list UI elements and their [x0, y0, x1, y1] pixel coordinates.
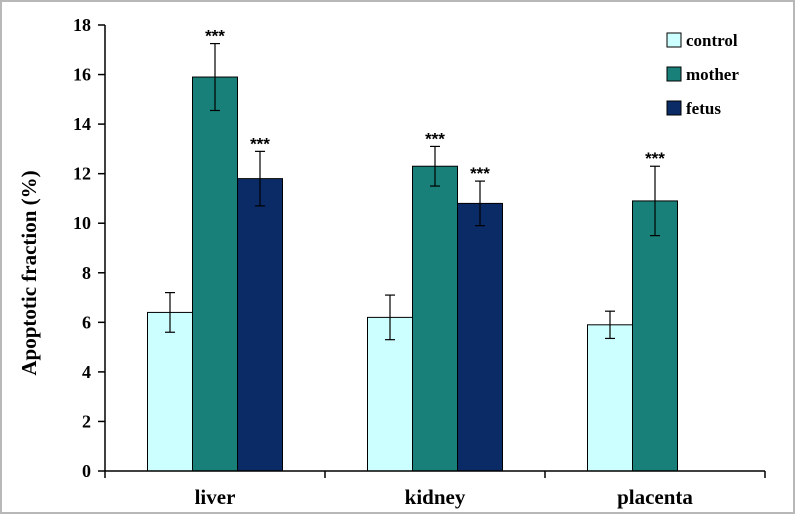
- y-axis-title: Apoptotic fraction (%): [17, 170, 41, 375]
- legend: control mother fetus: [666, 31, 739, 118]
- x-category-label: kidney: [405, 485, 466, 509]
- bar-mother: [412, 165, 458, 472]
- x-category-label: liver: [195, 485, 236, 509]
- significance-marker: ***: [470, 164, 490, 183]
- bar-fetus: [237, 178, 283, 472]
- significance-marker: ***: [205, 27, 225, 46]
- y-tick-label: 6: [82, 312, 91, 332]
- legend-label-fetus: fetus: [686, 99, 721, 118]
- bar-control: [587, 324, 633, 472]
- y-tick-label: 4: [82, 362, 91, 382]
- y-tick-label: 8: [82, 263, 91, 283]
- significance-marker: ***: [425, 129, 445, 148]
- bar-mother: [632, 200, 678, 472]
- bar-mother: [192, 76, 238, 472]
- bar-control: [147, 311, 193, 472]
- y-tick-label: 0: [82, 461, 91, 481]
- x-category-label: placenta: [617, 485, 693, 509]
- y-tick-label: 14: [73, 114, 91, 134]
- legend-swatch-mother: [666, 66, 682, 82]
- y-tick-label: 16: [73, 65, 91, 85]
- significance-marker: ***: [250, 134, 270, 153]
- legend-label-mother: mother: [686, 65, 739, 84]
- legend-swatch-control: [666, 32, 682, 48]
- y-tick-label: 10: [73, 213, 91, 233]
- significance-marker: ***: [645, 149, 665, 168]
- bar-control: [367, 316, 413, 472]
- y-tick-label: 2: [82, 411, 91, 431]
- axes: Apoptotic fraction (%): [17, 25, 765, 472]
- y-tick-label: 18: [73, 15, 91, 35]
- legend-label-control: control: [686, 31, 738, 50]
- legend-swatch-fetus: [666, 100, 682, 116]
- bar-fetus: [457, 202, 503, 472]
- y-tick-label: 12: [73, 164, 91, 184]
- plot-area: 0 2 4 6 8 10 12 14 16 18 liver *** *** kidney *** *** pl…: [73, 15, 766, 509]
